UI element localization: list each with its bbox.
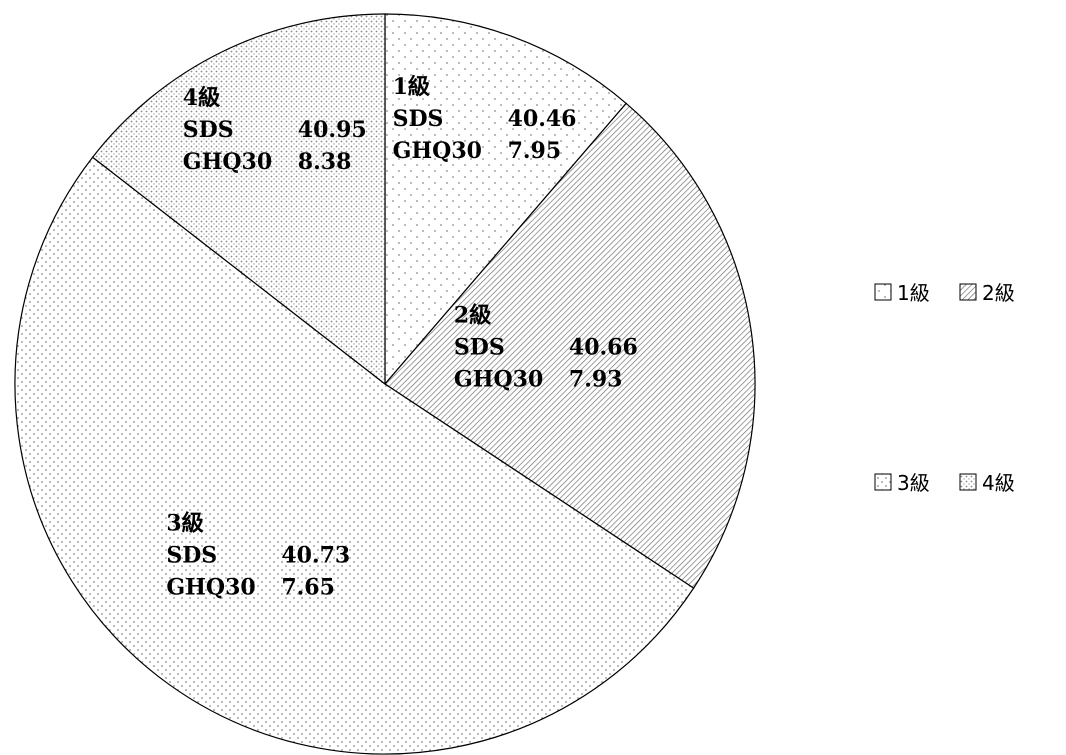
slice-label-2: 2級 SDS 40.66 GHQ30 7.93 (454, 303, 638, 393)
legend-label: 1級 (897, 281, 930, 305)
legend-swatch (874, 283, 892, 301)
slice-label-ghq-key: GHQ30 (393, 138, 482, 164)
legend-item-3: 3級 (874, 471, 930, 495)
pie-slices (14, 13, 756, 755)
slice-label-sds-value: 40.73 (281, 542, 350, 568)
slice-label-sds-key: SDS (166, 542, 217, 568)
pie-slice-2 (384, 102, 756, 589)
legend-swatch (874, 473, 892, 491)
slice-label-title: 1級 (393, 74, 430, 100)
legend-label: 3級 (897, 471, 930, 495)
slice-label-ghq-value: 7.65 (281, 574, 335, 600)
slice-label-title: 3級 (166, 510, 203, 536)
slice-label-ghq-value: 7.93 (569, 367, 623, 393)
slice-label-ghq-key: GHQ30 (183, 149, 272, 175)
legend-item-1: 1級 (874, 281, 930, 305)
legend-label: 2級 (982, 281, 1015, 305)
slice-label-ghq-key: GHQ30 (454, 367, 543, 393)
slice-label-3: 3級 SDS 40.73 GHQ30 7.65 (166, 510, 350, 600)
legend-item-2: 2級 (959, 281, 1015, 305)
slice-label-sds-value: 40.66 (569, 335, 638, 361)
pie-slice-1 (384, 13, 628, 386)
legend: 1級 2級 3級 4級 (874, 281, 1015, 495)
legend-label: 4級 (982, 471, 1015, 495)
pie-slice-3 (14, 156, 695, 755)
legend-swatch (959, 473, 977, 491)
slice-label-ghq-value: 8.38 (298, 149, 352, 175)
slice-label-sds-value: 40.46 (508, 106, 577, 132)
slice-label-1: 1級 SDS 40.46 GHQ30 7.95 (393, 74, 577, 164)
slice-label-sds-value: 40.95 (298, 117, 367, 143)
legend-swatch (959, 283, 977, 301)
slice-label-sds-key: SDS (393, 106, 444, 132)
slice-label-title: 2級 (454, 303, 491, 329)
slice-label-4: 4級 SDS 40.95 GHQ30 8.38 (183, 85, 367, 175)
legend-item-4: 4級 (959, 471, 1015, 495)
slice-label-sds-key: SDS (183, 117, 234, 143)
pie-labels: 1級 SDS 40.46 GHQ30 7.95 2級 SDS 40.66 GHQ30 7.93 3級… (166, 74, 637, 600)
slice-label-ghq-key: GHQ30 (166, 574, 255, 600)
slice-label-title: 4級 (183, 85, 220, 111)
slice-label-ghq-value: 7.95 (508, 138, 562, 164)
pie-slice-4 (91, 13, 386, 386)
slice-label-sds-key: SDS (454, 335, 505, 361)
